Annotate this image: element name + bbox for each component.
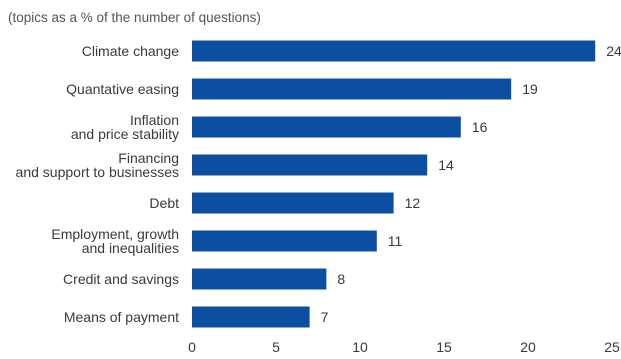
value-label: 24 <box>606 43 621 59</box>
category-labels: Climate change Quantative easing Inflation… <box>16 43 180 325</box>
bar <box>192 40 596 62</box>
x-axis-ticks: 0 5 10 15 20 25 <box>188 339 620 355</box>
x-tick-label: 10 <box>352 339 368 355</box>
category-label: Financing and support to businesses <box>16 150 179 180</box>
value-label: 7 <box>321 309 329 325</box>
bar <box>192 268 327 290</box>
category-label: Debt <box>149 195 179 211</box>
category-label: Climate change <box>82 43 179 59</box>
value-label: 14 <box>438 157 454 173</box>
category-label: Quantative easing <box>66 81 179 97</box>
value-label: 16 <box>472 119 488 135</box>
bar <box>192 306 310 328</box>
x-tick-label: 25 <box>604 339 620 355</box>
category-label: Inflation and price stability <box>71 112 179 142</box>
bar <box>192 230 377 252</box>
chart-subtitle: (topics as a % of the number of question… <box>8 10 261 25</box>
category-label: Employment, growth and inequalities <box>51 226 179 256</box>
bar <box>192 78 512 100</box>
value-label: 12 <box>405 195 421 211</box>
bars-group <box>192 40 596 328</box>
x-tick-label: 20 <box>520 339 536 355</box>
value-label: 8 <box>337 271 345 287</box>
x-tick-label: 0 <box>188 339 196 355</box>
value-label: 11 <box>388 233 403 249</box>
x-tick-label: 15 <box>436 339 452 355</box>
bar <box>192 154 428 176</box>
bar <box>192 192 394 214</box>
x-tick-label: 5 <box>272 339 280 355</box>
category-label: Credit and savings <box>63 271 179 287</box>
value-labels: 24 19 16 14 12 11 8 7 <box>321 43 621 325</box>
bar <box>192 116 461 138</box>
category-label: Means of payment <box>64 309 179 325</box>
value-label: 19 <box>522 81 538 97</box>
